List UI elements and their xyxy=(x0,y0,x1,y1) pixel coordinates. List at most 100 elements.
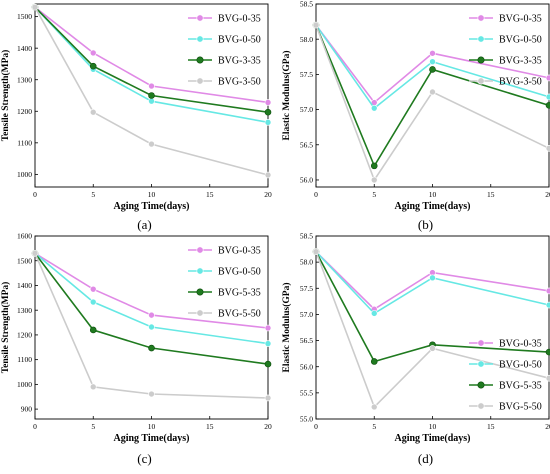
data-point xyxy=(545,374,550,382)
legend-entry-label: BVG-0-35 xyxy=(499,339,542,350)
series-line-4 xyxy=(315,24,550,182)
data-point xyxy=(545,102,550,109)
data-point xyxy=(89,383,97,391)
data-point xyxy=(429,49,436,57)
x-tick-label: 10 xyxy=(429,422,437,431)
y-tick-label: 58.0 xyxy=(300,35,313,44)
data-point xyxy=(264,119,272,126)
data-point xyxy=(370,403,378,411)
series-line-2 xyxy=(34,252,269,345)
legend-swatch-marker xyxy=(477,56,485,64)
x-axis-label: Aging Time(days) xyxy=(394,201,470,212)
series-line-1 xyxy=(34,6,269,104)
data-point xyxy=(370,310,378,317)
x-tick-label: 5 xyxy=(372,422,376,431)
series-line-4 xyxy=(34,6,269,176)
y-tick-label: 1200 xyxy=(17,107,32,116)
legend-swatch-marker xyxy=(477,14,485,22)
data-point xyxy=(545,74,550,82)
data-point xyxy=(148,323,155,331)
data-point xyxy=(31,3,39,11)
y-tick-label: 57.0 xyxy=(300,310,313,319)
x-tick-label: 15 xyxy=(206,422,214,431)
series-line-3 xyxy=(315,251,550,363)
x-tick-label: 0 xyxy=(314,422,318,431)
x-tick-label: 0 xyxy=(33,190,37,199)
legend-swatch-marker xyxy=(196,14,204,22)
series-line-3 xyxy=(315,24,550,168)
y-tick-label: 56.5 xyxy=(300,336,313,345)
data-point xyxy=(429,88,436,96)
x-tick-label: 15 xyxy=(487,190,495,199)
data-point xyxy=(429,345,436,352)
series-line-3 xyxy=(34,6,269,113)
data-point xyxy=(264,360,272,368)
data-point xyxy=(264,171,272,179)
y-tick-label: 1100 xyxy=(17,138,32,147)
series-line-3 xyxy=(34,252,269,365)
data-point xyxy=(148,311,155,319)
legend-entry-label: BVG-0-50 xyxy=(218,35,261,46)
legend-entry-label: BVG-0-50 xyxy=(499,35,542,46)
data-point xyxy=(89,285,97,293)
panel-label: (d) xyxy=(418,451,433,466)
legend-swatch-marker xyxy=(196,267,204,275)
data-point xyxy=(148,92,155,99)
panel-label: (b) xyxy=(418,217,433,232)
series-line-2 xyxy=(315,251,550,315)
legend-entry-label: BVG-3-50 xyxy=(218,77,261,88)
x-axis-label: Aging Time(days) xyxy=(394,433,470,444)
plot-frame xyxy=(315,3,550,188)
y-tick-label: 1000 xyxy=(17,380,32,389)
data-point xyxy=(545,301,550,309)
series-line-2 xyxy=(34,6,269,124)
legend-entry-label: BVG-5-50 xyxy=(218,309,261,320)
data-point xyxy=(312,21,320,29)
y-tick-label: 57.5 xyxy=(300,284,313,293)
panel-label: (c) xyxy=(137,451,151,466)
x-tick-label: 20 xyxy=(264,422,272,431)
series-line-4 xyxy=(34,252,269,399)
legend-swatch-marker xyxy=(477,360,485,368)
legend-swatch-marker xyxy=(477,339,485,347)
x-axis-label: Aging Time(days) xyxy=(113,433,189,444)
y-tick-label: 55.5 xyxy=(300,388,313,397)
y-tick-label: 1500 xyxy=(17,12,32,21)
legend-entry-label: BVG-5-35 xyxy=(218,288,261,299)
legend-swatch-marker xyxy=(477,77,485,85)
y-axis-label: Elastic Modulus(GPa) xyxy=(281,51,292,141)
x-axis-label: Aging Time(days) xyxy=(113,201,189,212)
y-axis-label: Elastic Modulus(GPa) xyxy=(281,283,292,373)
data-point xyxy=(545,144,550,152)
x-tick-label: 15 xyxy=(206,190,214,199)
data-point xyxy=(89,108,97,116)
data-point xyxy=(370,176,378,184)
legend-entry-label: BVG-0-35 xyxy=(499,14,542,25)
legend-entry-label: BVG-3-50 xyxy=(499,77,542,88)
x-tick-label: 10 xyxy=(148,190,156,199)
y-tick-label: 58.0 xyxy=(300,258,313,267)
data-point xyxy=(89,326,97,334)
legend-entry-label: BVG-0-50 xyxy=(218,267,261,278)
legend-entry-label: BVG-3-35 xyxy=(218,56,261,67)
data-point xyxy=(370,162,378,170)
data-point xyxy=(545,287,550,295)
data-point xyxy=(148,390,155,398)
y-tick-label: 1100 xyxy=(17,355,32,364)
y-tick-label: 1300 xyxy=(17,306,32,315)
y-tick-label: 900 xyxy=(21,405,33,414)
data-point xyxy=(370,358,378,365)
legend-entry-label: BVG-5-50 xyxy=(499,402,542,413)
legend-swatch-marker xyxy=(196,246,204,254)
y-tick-label: 1400 xyxy=(17,281,32,290)
y-tick-label: 1200 xyxy=(17,331,32,340)
x-tick-label: 0 xyxy=(314,190,318,199)
y-tick-label: 1500 xyxy=(17,256,32,265)
data-point xyxy=(264,340,272,347)
legend-swatch-marker xyxy=(477,402,485,410)
y-tick-label: 57.0 xyxy=(300,105,313,114)
chart-panel-4: 0 5 10 15 20 55.0 55.5 56.0 56.5 57.0 57.5 58.0 58.5… xyxy=(281,232,550,466)
series-line-1 xyxy=(315,251,550,311)
